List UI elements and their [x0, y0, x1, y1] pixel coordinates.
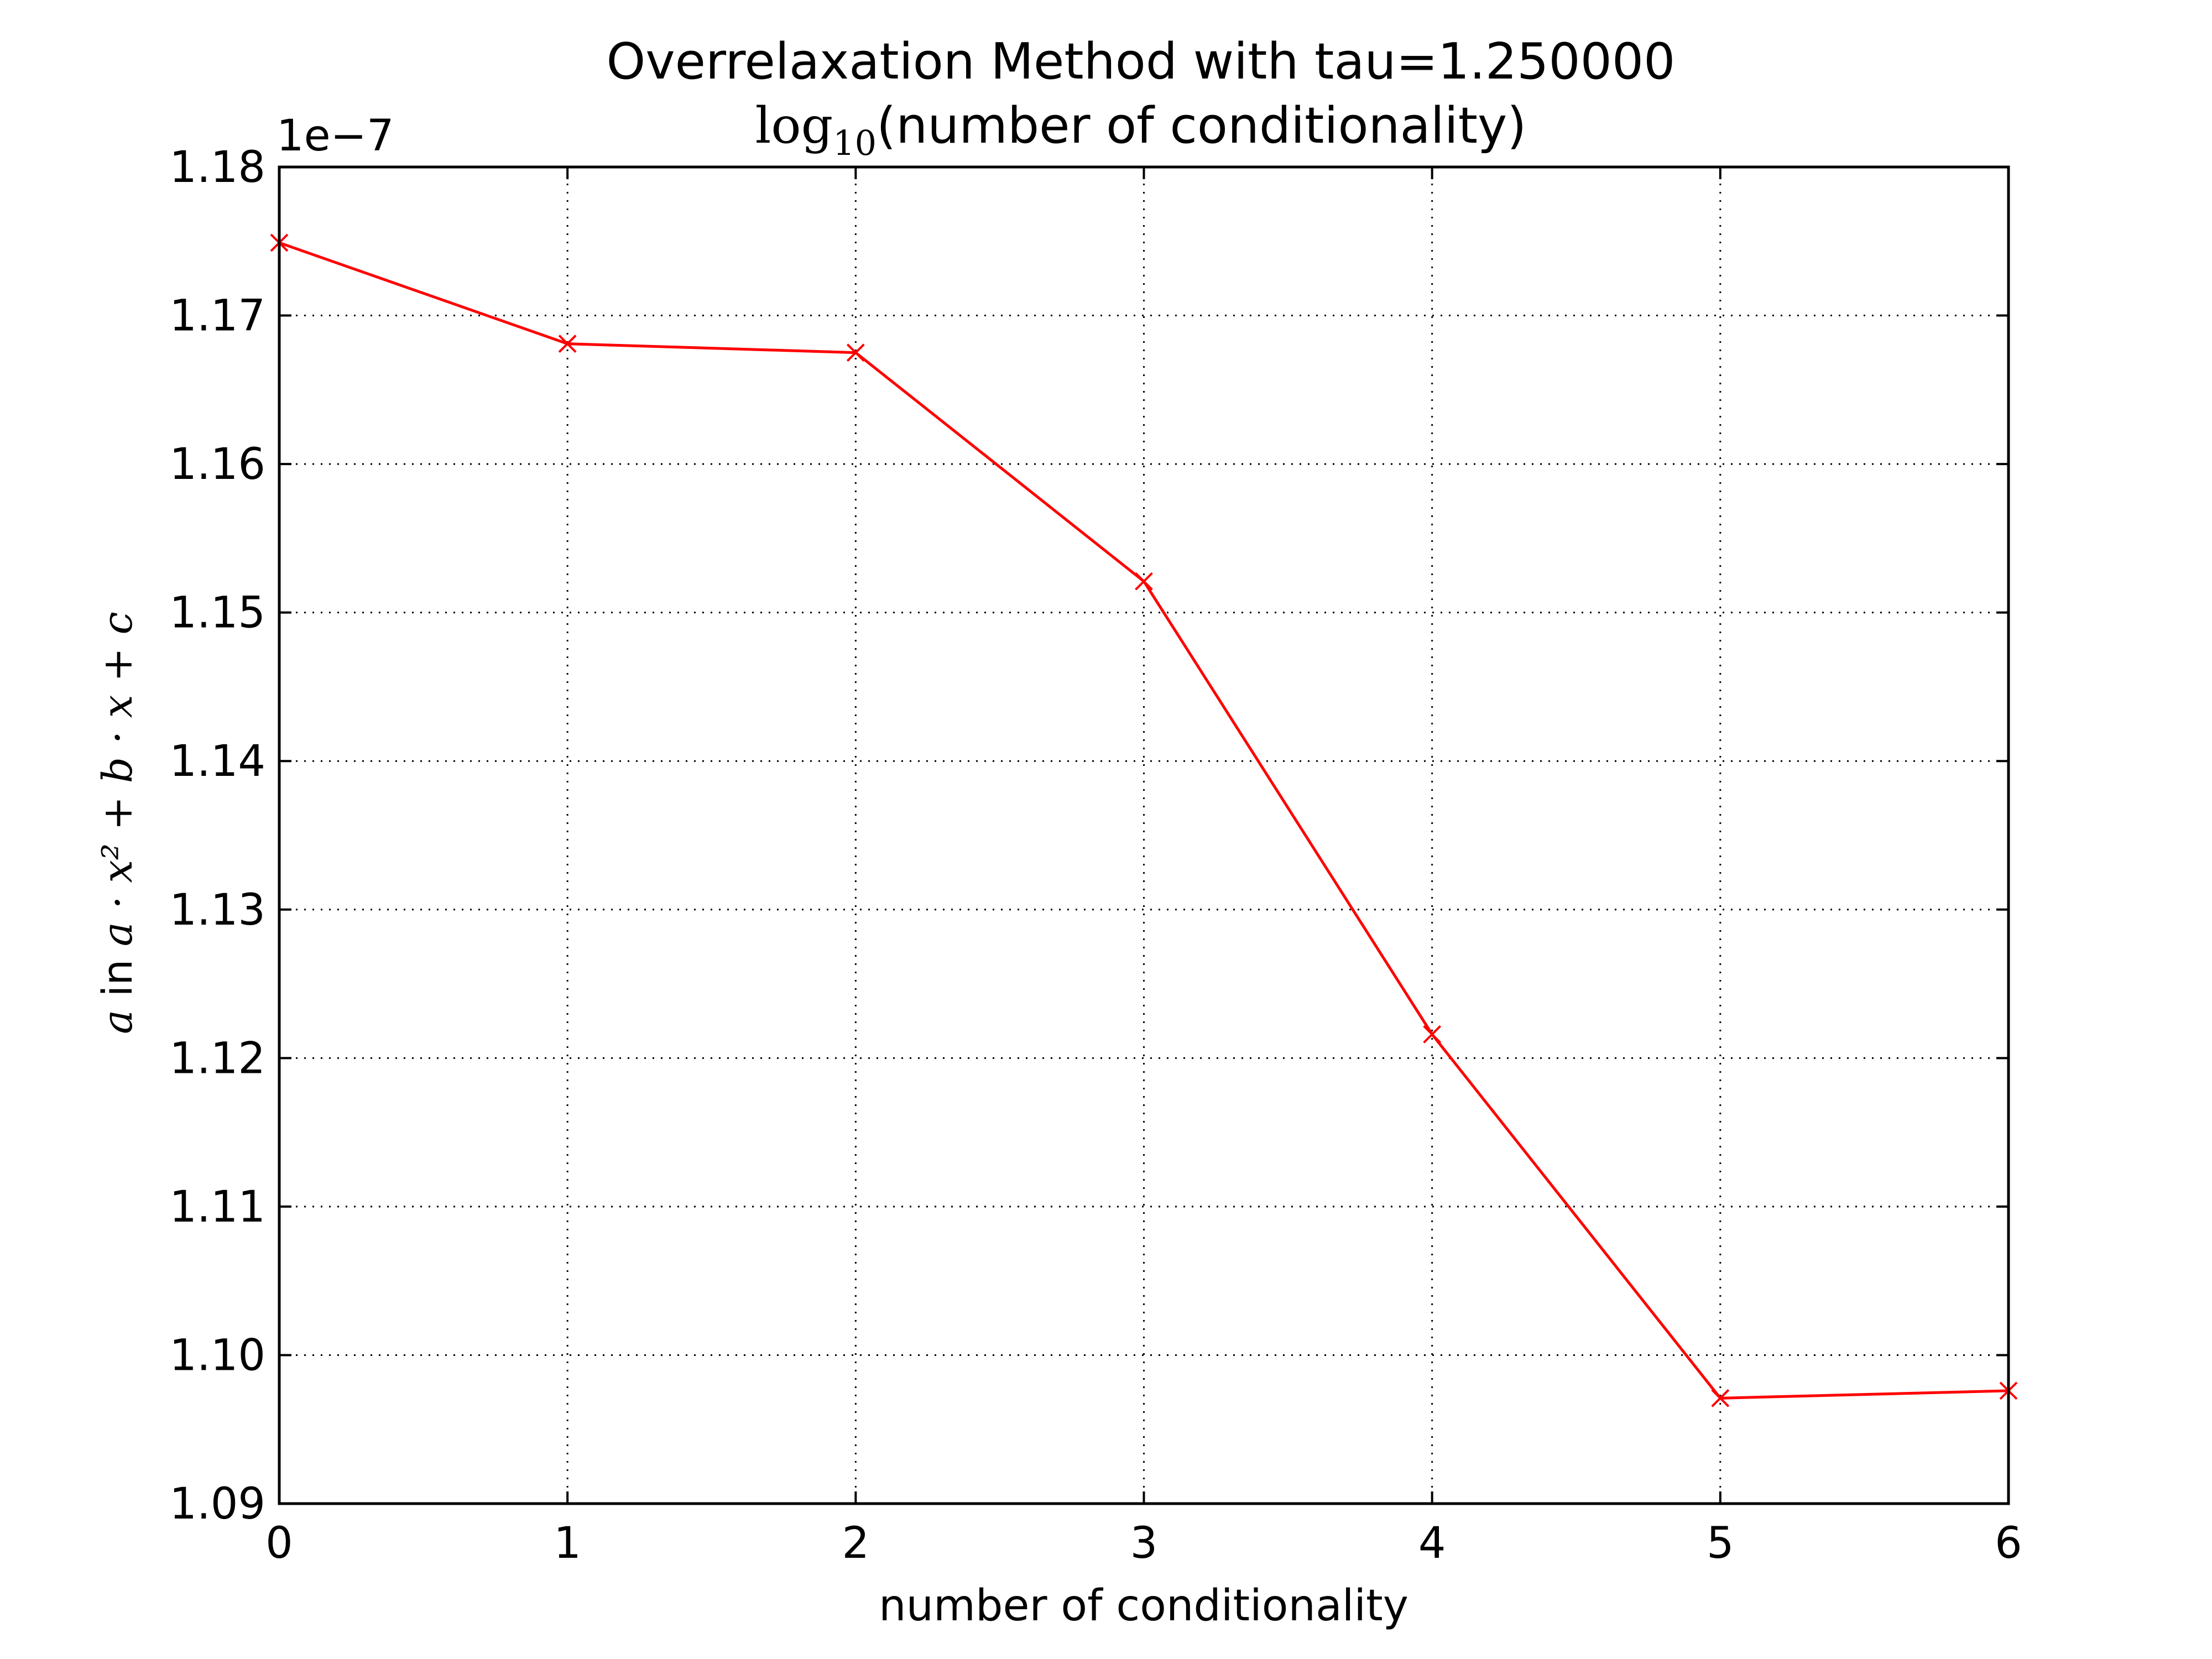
chart-subtitle: log10(number of conditionality)	[755, 97, 1527, 163]
data-point-marker	[558, 335, 577, 353]
axis-ticks: 0 1 2 3 4 5 6 1.09 1.10 1.11 1.12 1.13 1.14 1.15 1.16 1…	[169, 143, 2022, 1568]
y-tick-label: 1.13	[169, 885, 265, 935]
y-tick-label: 1.12	[169, 1034, 265, 1083]
data-point-marker	[1423, 1025, 1442, 1044]
x-tick-label: 6	[1995, 1519, 2022, 1568]
x-tick-label: 0	[265, 1519, 293, 1568]
series-layer	[270, 233, 2018, 1407]
plot-frame	[278, 165, 2010, 1505]
y-tick-label: 1.10	[169, 1331, 265, 1380]
data-point-marker	[1711, 1389, 1730, 1407]
y-label-formula: a · x² + b · x + c	[94, 612, 142, 946]
data-point-marker	[1135, 572, 1153, 591]
y-tick-label: 1.11	[169, 1182, 265, 1232]
x-tick-label: 5	[1707, 1519, 1734, 1568]
y-tick-label: 1.17	[169, 291, 265, 341]
y-axis-label: a in a · x² + b · x + c	[94, 612, 142, 1034]
y-label-var: a	[94, 1010, 142, 1034]
y-offset-text: 1e−7	[276, 111, 394, 161]
x-tick-label: 1	[554, 1519, 581, 1568]
x-axis-label: number of conditionality	[879, 1581, 1408, 1631]
y-label-word: in	[94, 946, 142, 1010]
data-point-marker	[846, 343, 865, 362]
x-tick-label: 4	[1418, 1519, 1446, 1568]
subtitle-rest: (number of conditionality)	[877, 97, 1526, 155]
subtitle-log-base: 10	[833, 123, 877, 163]
y-tick-label: 1.14	[169, 737, 265, 786]
y-tick-label: 1.18	[169, 143, 265, 192]
x-tick-label: 2	[842, 1519, 870, 1568]
y-tick-label: 1.09	[169, 1479, 265, 1529]
chart-title: Overrelaxation Method with tau=1.250000	[607, 33, 1676, 91]
subtitle-log: log	[755, 97, 833, 155]
y-tick-label: 1.16	[169, 440, 265, 489]
y-tick-label: 1.15	[169, 588, 265, 638]
x-tick-label: 3	[1130, 1519, 1158, 1568]
